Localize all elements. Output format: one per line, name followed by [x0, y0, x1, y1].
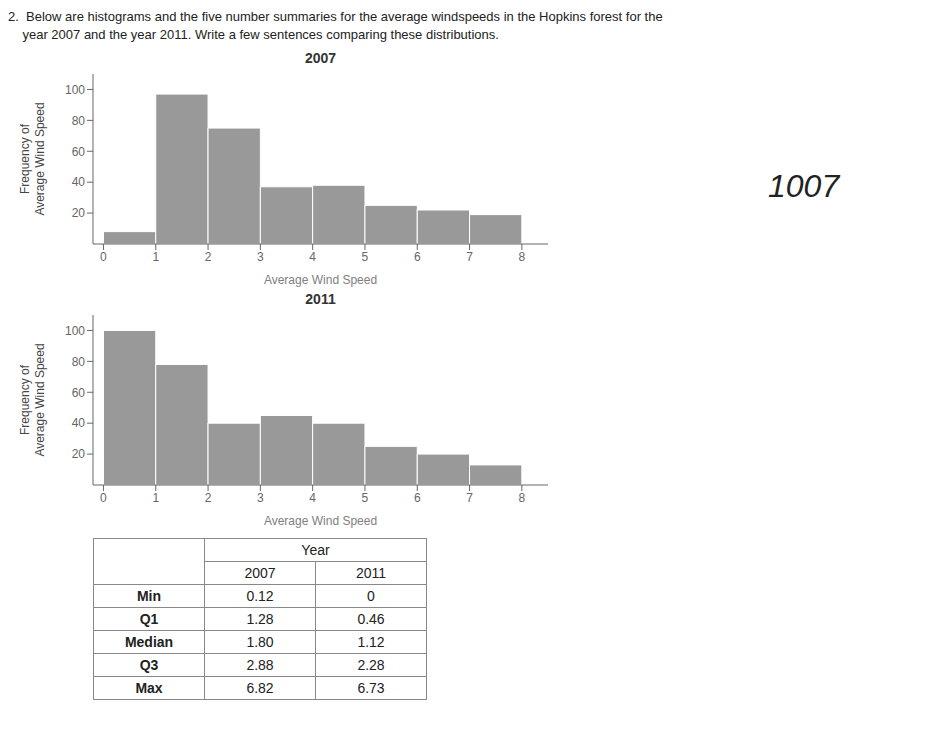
html-text:Year: Year — [301, 542, 330, 558]
svg-text:1: 1 — [152, 250, 159, 264]
svg-text:Frequency ofAverage Wind Speed: Frequency ofAverage Wind Speed — [18, 102, 47, 215]
html-text:Q1: Q1 — [139, 611, 159, 627]
svg-text:80: 80 — [72, 114, 86, 128]
html-text:1007: 1007 — [768, 168, 840, 204]
svg-text:40: 40 — [72, 416, 86, 430]
html-text:2. Below are histograms and th: 2. Below are histograms and the five num… — [8, 9, 663, 24]
svg-text:3: 3 — [257, 491, 264, 505]
html-text:2011: 2011 — [305, 291, 336, 307]
svg-text:4: 4 — [309, 250, 316, 264]
html-text:0.46: 0.46 — [357, 611, 385, 627]
svg-text:8: 8 — [519, 250, 526, 264]
html-text:1.28: 1.28 — [246, 611, 274, 627]
svg-text:40: 40 — [72, 175, 86, 189]
html-text:year 2007 and the year 2011. W: year 2007 and the year 2011. Write a few… — [8, 27, 499, 42]
html-text:2.88: 2.88 — [246, 657, 274, 673]
html-text:Median: Median — [124, 634, 174, 650]
svg-text:Frequency ofAverage Wind Speed: Frequency ofAverage Wind Speed — [18, 343, 47, 456]
html-text:2007: 2007 — [304, 50, 337, 66]
svg-text:6: 6 — [414, 250, 421, 264]
svg-text:60: 60 — [72, 386, 86, 400]
html-text:6.73: 6.73 — [357, 680, 385, 696]
html-text:0: 0 — [367, 588, 375, 604]
svg-text:8: 8 — [519, 491, 526, 505]
svg-text:4: 4 — [309, 491, 316, 505]
svg-text:2: 2 — [205, 491, 212, 505]
svg-text:0: 0 — [100, 491, 107, 505]
svg-text:Average Wind Speed: Average Wind Speed — [264, 273, 377, 287]
svg-text:60: 60 — [72, 145, 86, 159]
html-text:Min: Min — [136, 588, 161, 604]
html-text:2011: 2011 — [355, 565, 386, 581]
svg-text:5: 5 — [362, 491, 369, 505]
svg-text:6: 6 — [414, 491, 421, 505]
svg-text:0: 0 — [100, 250, 107, 264]
html-text:2.28: 2.28 — [357, 657, 385, 673]
svg-text:7: 7 — [466, 250, 473, 264]
svg-text:3: 3 — [257, 250, 264, 264]
svg-text:20: 20 — [72, 206, 86, 220]
svg-text:80: 80 — [72, 355, 86, 369]
svg-text:20: 20 — [72, 447, 86, 461]
svg-text:1: 1 — [152, 491, 159, 505]
svg-text:100: 100 — [65, 324, 85, 338]
svg-text:2: 2 — [205, 250, 212, 264]
svg-text:100: 100 — [65, 83, 85, 97]
html-text:Max: Max — [135, 680, 163, 696]
html-text:6.82: 6.82 — [246, 680, 274, 696]
html-text:0.12: 0.12 — [246, 588, 274, 604]
svg-text:Average Wind Speed: Average Wind Speed — [264, 514, 377, 528]
html-text:2007: 2007 — [244, 565, 276, 581]
svg-text:7: 7 — [466, 491, 473, 505]
html-text:1.80: 1.80 — [246, 634, 274, 650]
html-text:Q3: Q3 — [139, 657, 159, 673]
svg-text:5: 5 — [362, 250, 369, 264]
html-text:1.12: 1.12 — [357, 634, 385, 650]
